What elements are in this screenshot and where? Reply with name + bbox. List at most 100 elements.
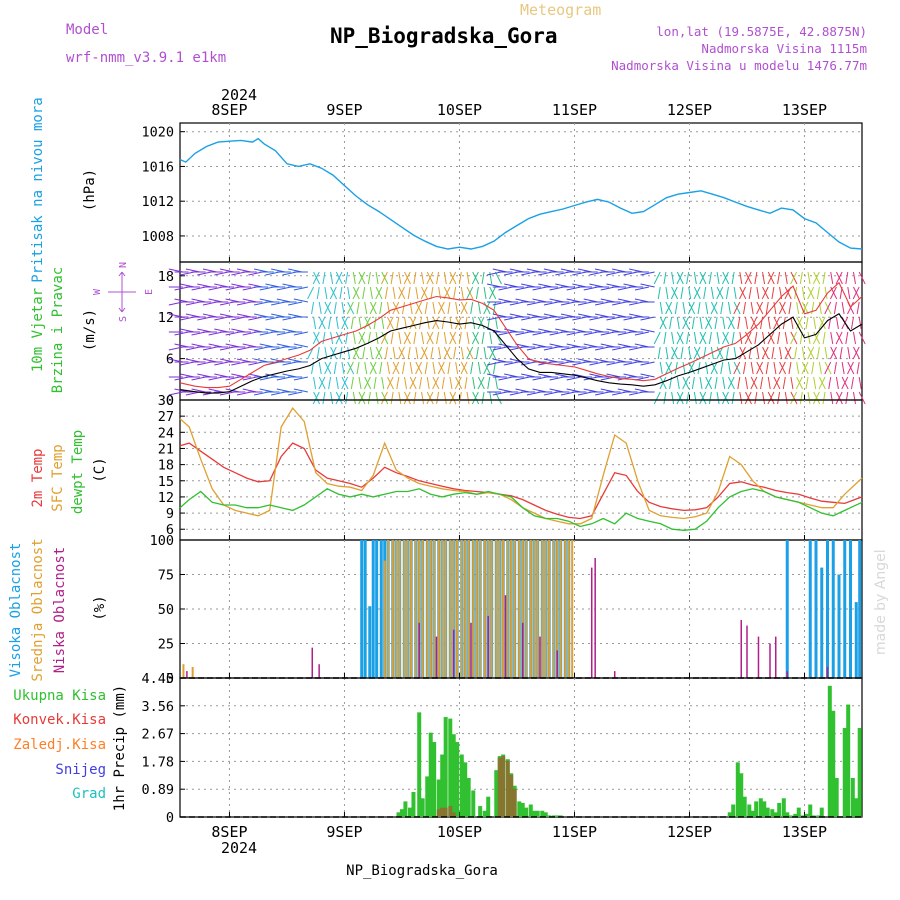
wind-arrow (693, 331, 697, 345)
wind-arrow (375, 331, 379, 345)
wind-arrow (725, 346, 729, 360)
wind-arrow (401, 301, 405, 315)
cloud-high-bar (808, 540, 812, 678)
wind-arrow (822, 331, 826, 345)
temp-2m-line (179, 442, 863, 520)
pressure-unit: (hPa) (82, 169, 98, 211)
wind-arrow (324, 301, 332, 315)
cloud-mid-bar (456, 540, 459, 678)
wind-arrow (421, 391, 425, 405)
wind-arrow (466, 391, 470, 405)
precip-total-bar (520, 802, 525, 817)
wind-arrow (316, 346, 320, 360)
wind-arrow (805, 316, 809, 330)
wind-arrow (352, 331, 356, 345)
precip-total-bar (551, 815, 556, 817)
wind-arrow (307, 286, 315, 300)
wind-speed-line (179, 313, 863, 394)
cloud-mid-bar (567, 540, 570, 678)
wind-arrow (835, 391, 843, 405)
pressure-line (179, 137, 863, 250)
wind-arrow (455, 301, 459, 315)
wind-arrow (447, 301, 451, 315)
top-date-label: 11SEP (552, 101, 597, 119)
cloud-mid-bar (513, 540, 516, 678)
wind-arrow (801, 286, 805, 300)
wind-arrow (829, 346, 837, 360)
wind-arrow (472, 376, 476, 390)
precip-total-bar (773, 812, 778, 817)
precip-total-bar (770, 809, 775, 817)
precip-ytick-label: 4.45 (141, 671, 174, 687)
elevation-text: Nadmorska Visina 1115m (701, 41, 867, 56)
bottom-date-label: 12SEP (667, 823, 712, 841)
cloud-mid-bar (441, 540, 444, 678)
precip-total-bar (440, 754, 445, 817)
wind-arrow (341, 361, 345, 375)
wind-arrow (347, 286, 351, 300)
cloud-low-bar (594, 557, 596, 678)
cloud-high-bar (837, 574, 841, 678)
temp-label-2m: 2m Temp (30, 448, 46, 507)
wind-arrow (686, 391, 690, 405)
precip-total-bar (547, 815, 552, 817)
wind-arrow (816, 346, 820, 360)
station-title: NP_Biogradska_Gora (330, 24, 558, 48)
wind-arrow (773, 361, 777, 375)
wind-arrow (754, 331, 758, 345)
wind-arrow (720, 361, 724, 375)
wind-arrow (313, 376, 317, 390)
wind-arrow (392, 361, 400, 375)
wind-arrow (437, 301, 445, 315)
wind-arrow (773, 376, 781, 390)
wind-arrow (779, 346, 783, 360)
wind-arrow (731, 331, 735, 345)
wind-arrow (356, 361, 360, 375)
wind-arrow (714, 376, 718, 390)
wind-arrow (818, 316, 826, 330)
pressure-frame (179, 122, 863, 263)
wind-arrow (386, 361, 390, 375)
temp-ytick-label: 15 (158, 474, 174, 490)
cloud-panel: 0 25 50 75 100 (150, 533, 863, 687)
wind-arrow (318, 316, 326, 330)
cloud-high-bar (360, 540, 364, 678)
wind-gust-line (179, 281, 863, 389)
wind-arrow (777, 271, 781, 285)
cloud-mid-bar (487, 540, 490, 678)
wind-arrow (665, 286, 669, 300)
wind-arrow (721, 331, 729, 345)
wind-arrow (847, 301, 854, 315)
wind-arrow (674, 301, 678, 315)
precip-total-bar (739, 773, 744, 817)
wind-arrow (852, 331, 856, 345)
precip-total-bar (816, 815, 821, 817)
wind-arrow (852, 271, 856, 285)
precip-total-bar (857, 727, 862, 817)
precip-total-bar (842, 727, 847, 817)
pressure-ytick-label: 1020 (141, 125, 174, 141)
wind-arrow (362, 346, 366, 360)
wind-arrow (784, 391, 788, 405)
cloud-high-bar (363, 540, 367, 678)
wind-arrow (714, 316, 718, 330)
wind-arrow (392, 346, 396, 360)
wind-arrow (744, 316, 748, 330)
wind-arrow (762, 331, 766, 345)
wind-arrow (419, 376, 423, 390)
wind-arrow (739, 271, 743, 285)
precip-total-bar (788, 815, 793, 817)
wind-arrow (466, 346, 474, 360)
precip-ytick-label: 0 (166, 810, 174, 826)
wind-arrow (640, 328, 655, 333)
wind-arrow (335, 331, 343, 345)
wind-arrow (841, 301, 845, 315)
precip-total-bar (517, 801, 522, 817)
bottom-year-label: 2024 (221, 839, 257, 857)
pressure-ytick-label: 1016 (141, 159, 174, 175)
wind-arrow (858, 331, 866, 345)
precip-total-bar (478, 806, 483, 817)
wind-arrow (813, 316, 817, 330)
wind-arrow (358, 376, 362, 390)
wind-arrow (659, 361, 663, 375)
